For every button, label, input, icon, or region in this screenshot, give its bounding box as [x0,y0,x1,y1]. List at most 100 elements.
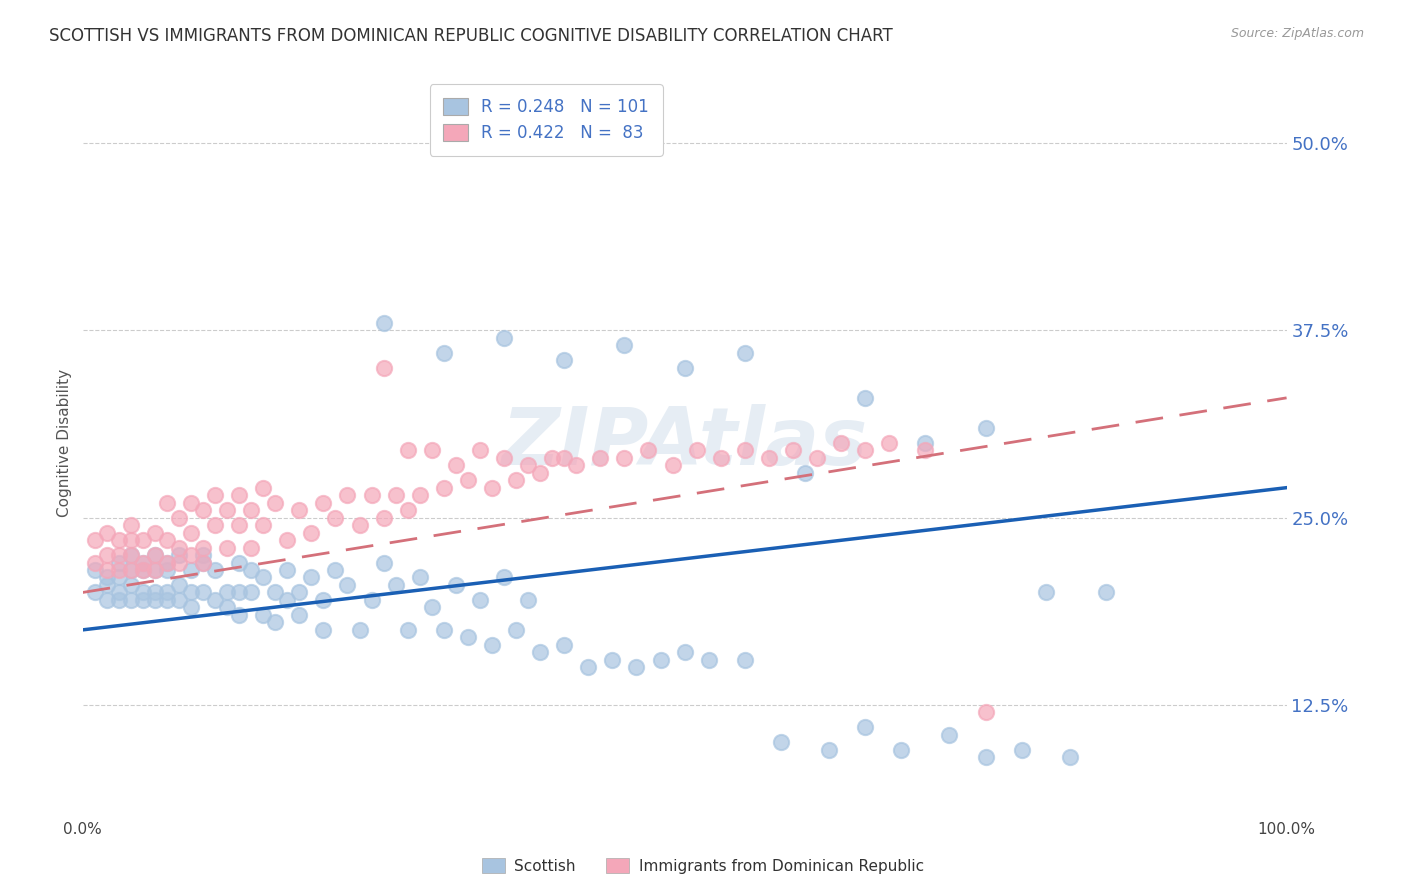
Point [252,607,274,622]
Point [252,570,274,584]
Point [433,623,456,637]
Point [240,541,263,555]
Point [132,585,155,599]
Point [107,570,129,584]
Point [444,578,467,592]
Point [191,541,214,555]
Point [264,585,287,599]
Point [156,556,179,570]
Point [83,533,105,547]
Point [83,563,105,577]
Point [673,645,696,659]
Point [132,593,155,607]
Point [143,548,166,562]
Point [156,563,179,577]
Point [360,488,382,502]
Point [794,466,817,480]
Text: SCOTTISH VS IMMIGRANTS FROM DOMINICAN REPUBLIC COGNITIVE DISABILITY CORRELATION : SCOTTISH VS IMMIGRANTS FROM DOMINICAN RE… [49,27,893,45]
Point [156,593,179,607]
Point [204,518,226,533]
Point [180,525,202,540]
Point [167,548,190,562]
Point [180,548,202,562]
Point [228,518,250,533]
Point [120,563,142,577]
Point [1035,585,1057,599]
Point [529,645,551,659]
Point [132,556,155,570]
Point [481,638,503,652]
Point [120,593,142,607]
Point [349,518,371,533]
Point [384,578,406,592]
Point [240,503,263,517]
Point [373,316,395,330]
Point [132,556,155,570]
Point [143,593,166,607]
Y-axis label: Cognitive Disability: Cognitive Disability [58,368,72,516]
Point [217,600,239,615]
Point [156,585,179,599]
Point [325,510,347,524]
Point [252,481,274,495]
Point [974,705,997,719]
Point [505,473,527,487]
Point [360,593,382,607]
Point [204,563,226,577]
Point [276,593,298,607]
Point [697,653,720,667]
Point [167,510,190,524]
Point [204,593,226,607]
Point [96,548,118,562]
Point [974,750,997,764]
Point [132,563,155,577]
Point [156,556,179,570]
Point [818,742,841,756]
Point [107,533,129,547]
Point [143,563,166,577]
Point [661,458,683,473]
Point [120,578,142,592]
Point [853,720,876,734]
Point [143,563,166,577]
Point [217,503,239,517]
Point [553,450,575,465]
Point [373,510,395,524]
Legend: Scottish, Immigrants from Dominican Republic: Scottish, Immigrants from Dominican Repu… [477,852,929,880]
Point [167,541,190,555]
Point [156,533,179,547]
Point [336,578,359,592]
Point [734,346,756,360]
Point [288,585,311,599]
Point [120,548,142,562]
Point [396,443,419,458]
Point [180,600,202,615]
Point [396,623,419,637]
Point [626,660,648,674]
Point [384,488,406,502]
Point [228,585,250,599]
Point [517,593,540,607]
Point [217,541,239,555]
Point [457,631,479,645]
Point [107,556,129,570]
Point [276,533,298,547]
Point [914,435,936,450]
Point [96,578,118,592]
Point [396,503,419,517]
Point [517,458,540,473]
Point [433,346,456,360]
Point [782,443,804,458]
Point [264,615,287,630]
Point [191,548,214,562]
Point [806,450,828,465]
Point [217,585,239,599]
Point [541,450,564,465]
Point [565,458,588,473]
Point [276,563,298,577]
Point [1059,750,1081,764]
Point [240,585,263,599]
Point [240,563,263,577]
Point [156,495,179,509]
Point [228,488,250,502]
